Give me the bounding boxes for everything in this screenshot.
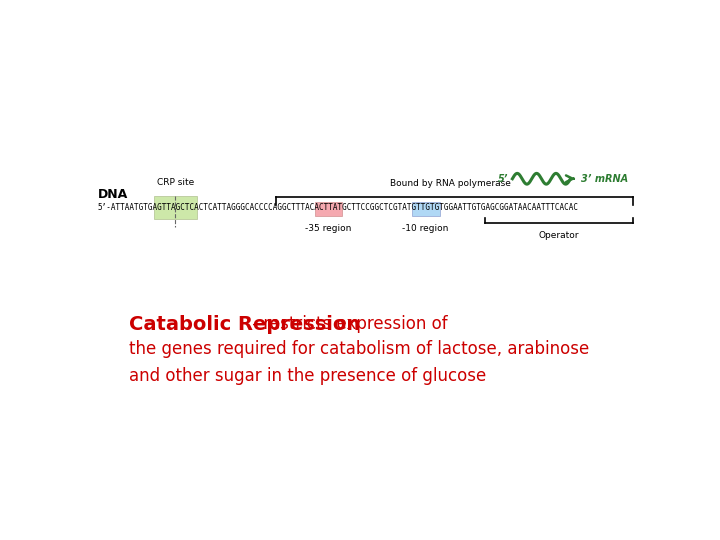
Text: 3’ mRNA: 3’ mRNA [581, 174, 629, 184]
Text: Bound by RNA polymerase: Bound by RNA polymerase [390, 179, 510, 188]
Text: and other sugar in the presence of glucose: and other sugar in the presence of gluco… [129, 367, 486, 384]
Text: 5’-ATTAATGTGAGTTAGCTCACTCATTAGGGCACCCCAGGCTTTACACTTATGCTTCCGGCTCGTATGTTGTGTGGAAT: 5’-ATTAATGTGAGTTAGCTCACTCATTAGGGCACCCCAG… [98, 202, 579, 212]
Text: - restricts expression of: - restricts expression of [246, 315, 447, 333]
Text: -35 region: -35 region [305, 224, 351, 233]
Bar [315, 202, 342, 217]
Text: -10 region: -10 region [402, 224, 449, 233]
Text: Catabolic Repression: Catabolic Repression [129, 315, 360, 334]
Text: DNA: DNA [98, 188, 128, 201]
Text: CRP site: CRP site [157, 178, 194, 187]
Bar [412, 202, 441, 217]
Text: Operator: Operator [539, 231, 579, 240]
Text: the genes required for catabolism of lactose, arabinose: the genes required for catabolism of lac… [129, 340, 589, 359]
Text: 5’: 5’ [498, 174, 508, 184]
Bar [153, 195, 197, 219]
